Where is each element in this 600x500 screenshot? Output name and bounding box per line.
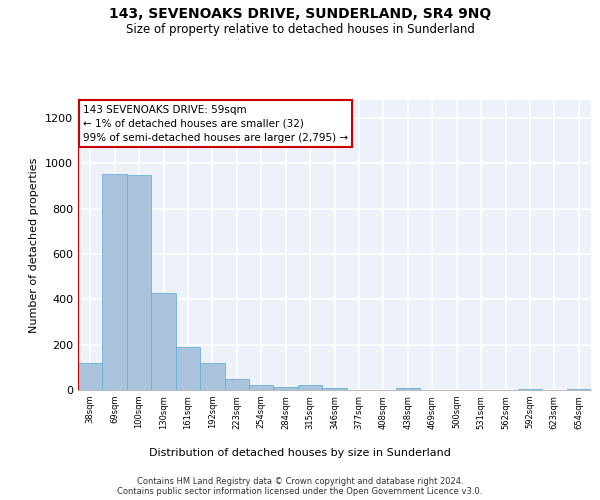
Bar xyxy=(127,175,151,390)
Bar xyxy=(176,347,200,390)
Bar xyxy=(274,386,298,390)
Bar xyxy=(518,389,542,390)
Text: 143 SEVENOAKS DRIVE: 59sqm
← 1% of detached houses are smaller (32)
99% of semi-: 143 SEVENOAKS DRIVE: 59sqm ← 1% of detac… xyxy=(83,104,348,142)
Bar xyxy=(322,388,347,390)
Text: Contains public sector information licensed under the Open Government Licence v3: Contains public sector information licen… xyxy=(118,488,482,496)
Bar xyxy=(224,378,249,390)
Bar xyxy=(395,388,420,390)
Bar xyxy=(566,389,591,390)
Bar xyxy=(298,386,322,390)
Text: Contains HM Land Registry data © Crown copyright and database right 2024.: Contains HM Land Registry data © Crown c… xyxy=(137,478,463,486)
Bar xyxy=(78,363,103,390)
Text: Distribution of detached houses by size in Sunderland: Distribution of detached houses by size … xyxy=(149,448,451,458)
Bar xyxy=(200,363,224,390)
Bar xyxy=(103,174,127,390)
Bar xyxy=(249,386,274,390)
Text: Size of property relative to detached houses in Sunderland: Size of property relative to detached ho… xyxy=(125,22,475,36)
Text: 143, SEVENOAKS DRIVE, SUNDERLAND, SR4 9NQ: 143, SEVENOAKS DRIVE, SUNDERLAND, SR4 9N… xyxy=(109,8,491,22)
Y-axis label: Number of detached properties: Number of detached properties xyxy=(29,158,40,332)
Bar xyxy=(151,292,176,390)
